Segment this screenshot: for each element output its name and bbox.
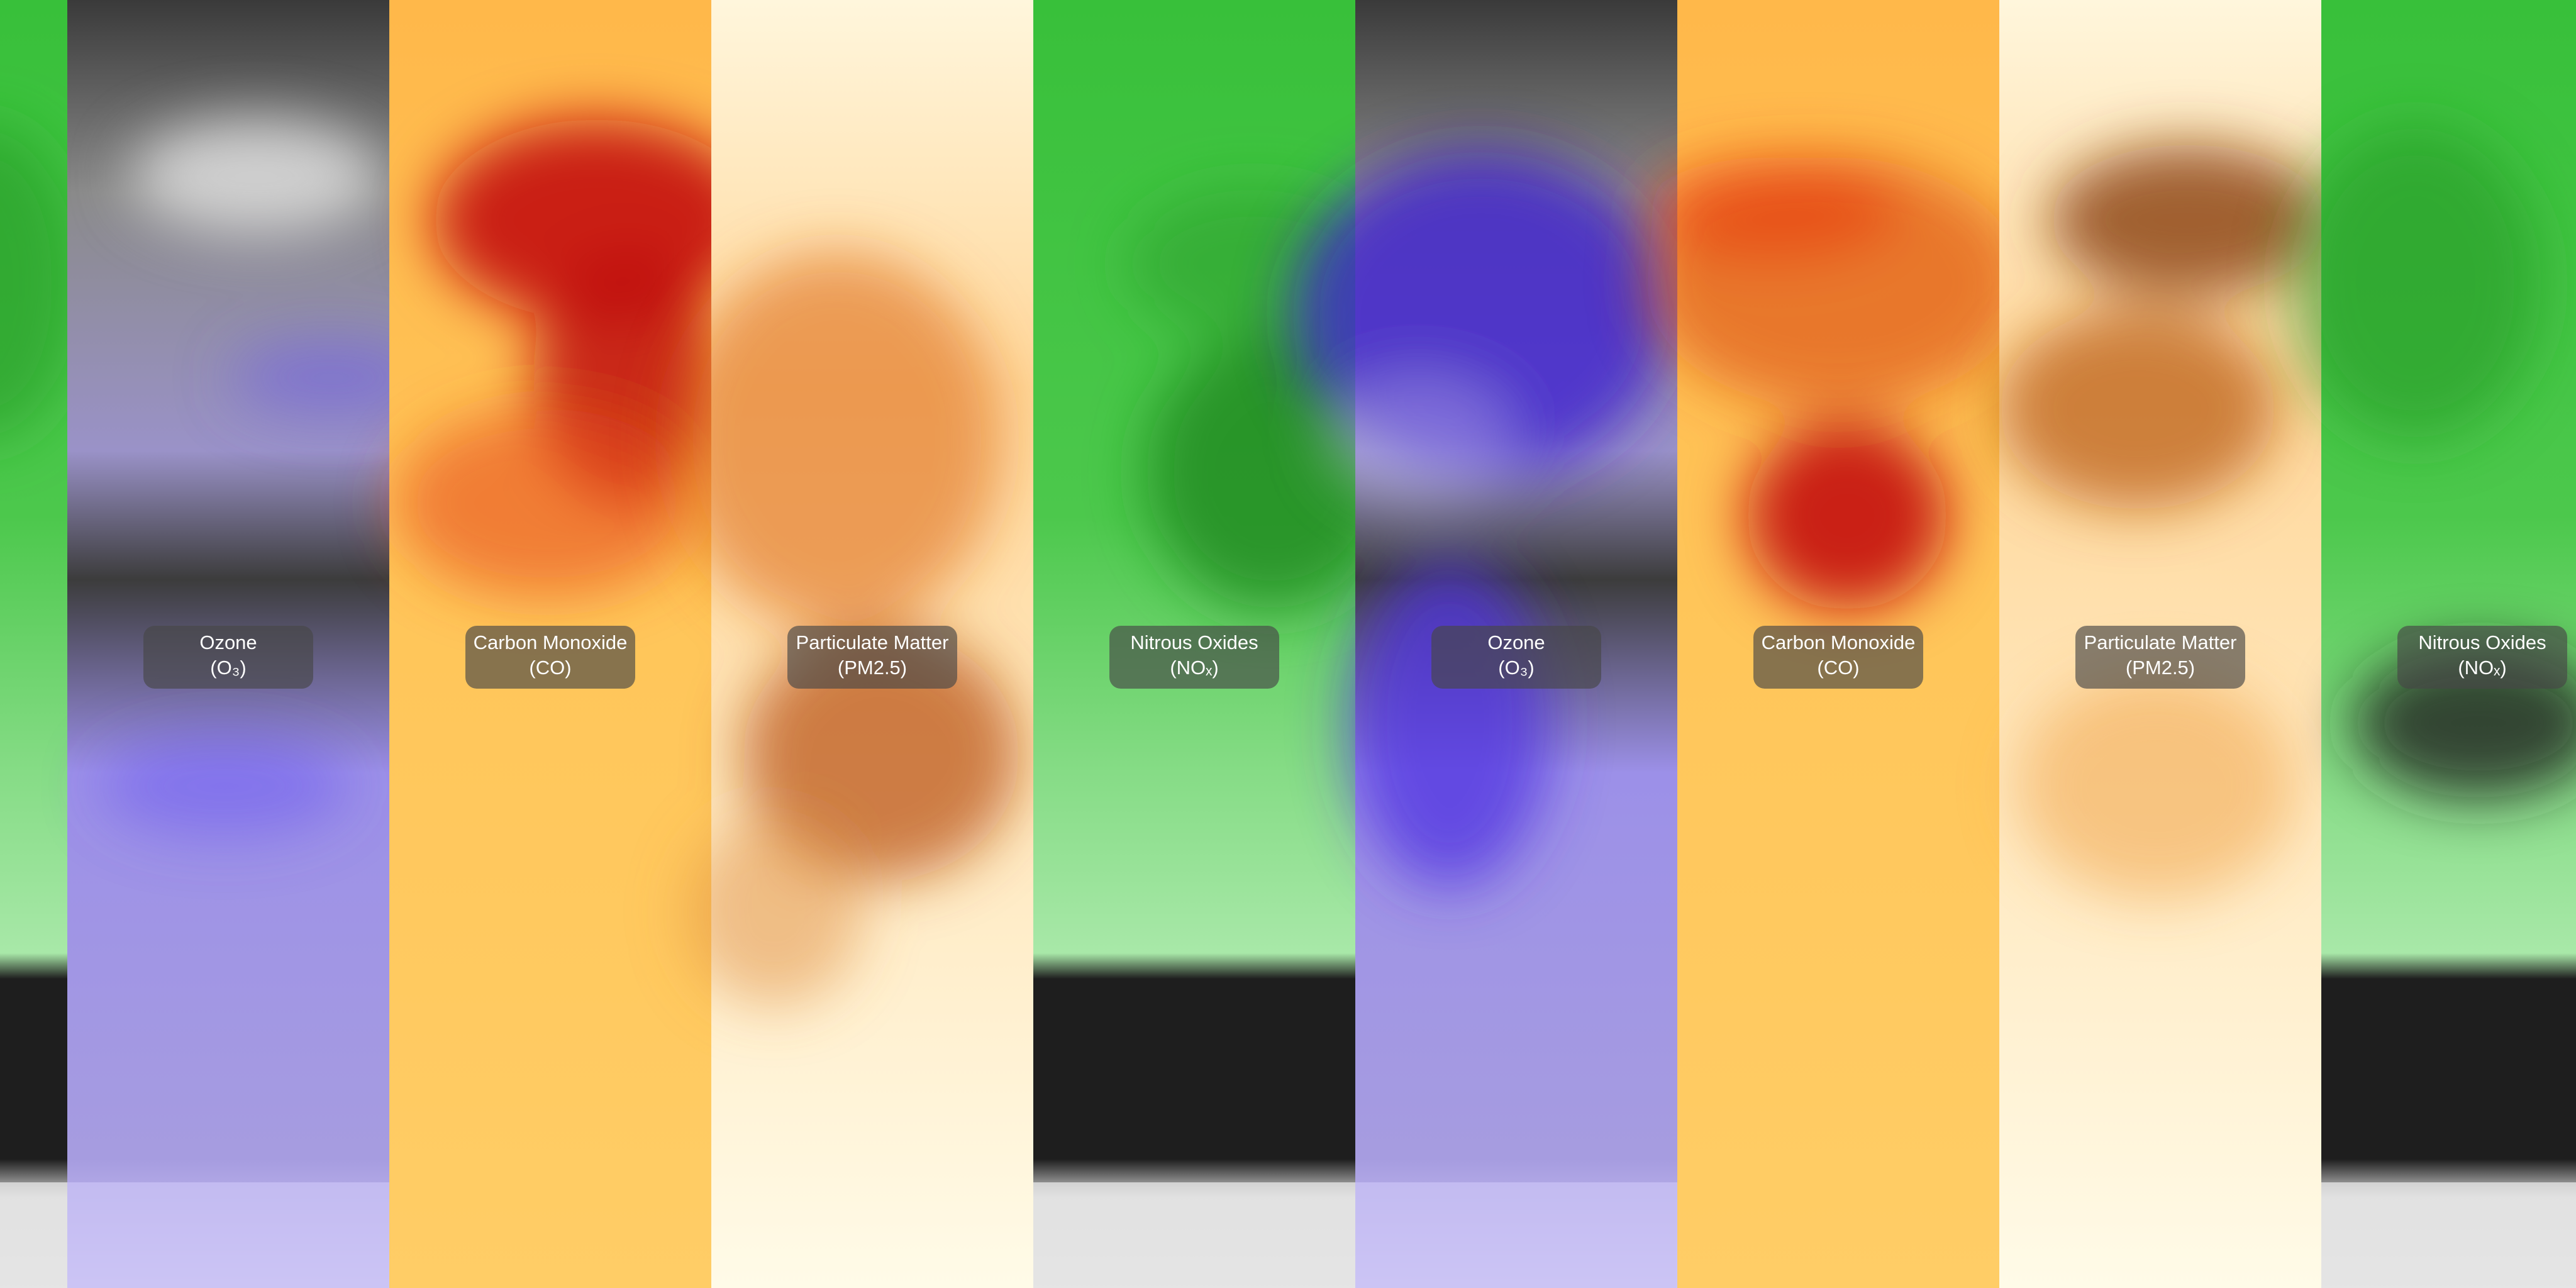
pollutant-label: Carbon Monoxide (CO) [1753,626,1923,689]
label-name: Ozone [199,631,257,653]
label-formula: (NOₓ) [1170,657,1218,679]
label-formula: (CO) [529,657,571,679]
pollution-patch [2018,673,2295,899]
pollution-patch [396,409,697,597]
label-name: Ozone [1487,631,1545,653]
pollutant-label: Ozone (O₃) [1431,626,1601,689]
antarctica [0,1182,67,1288]
pollution-patch [1746,421,1948,610]
antarctica [67,1182,389,1288]
label-name: Particulate Matter [2084,631,2237,653]
label-formula: (O₃) [1498,657,1534,679]
strip-patterns [1999,145,2326,899]
pollutant-label: Particulate Matter (PM2.5) [787,626,957,689]
label-box [465,626,635,689]
label-name: Nitrous Oxides [2418,631,2546,653]
strip-patterns [1646,157,2023,610]
strip-nox [0,0,79,1288]
label-formula: (CO) [1817,657,1859,679]
labels: Ozone (O₃) Carbon Monoxide (CO) Particulate … [143,626,2567,689]
antarctica [1355,1182,1677,1288]
label-box [1431,626,1601,689]
pollutant-label: Nitrous Oxides (NOₓ) [1109,626,1279,689]
label-name: Particulate Matter [796,631,949,653]
label-formula: (NOₓ) [2458,657,2506,679]
label-formula: (PM2.5) [2126,657,2195,679]
pollutant-label: Ozone (O₃) [143,626,313,689]
strip-patterns [99,119,432,836]
label-name: Carbon Monoxide [1762,631,1916,653]
pollution-patch [2050,145,2326,296]
pollution-patch [1999,308,2276,509]
pollution-patch [2290,126,2541,440]
pollution-patch [0,128,79,438]
pollution-patch [743,629,1019,880]
pollutant-label: Nitrous Oxides (NOₓ) [2397,626,2567,689]
label-box [1109,626,1279,689]
label-name: Carbon Monoxide [474,631,628,653]
label-box [2397,626,2567,689]
label-formula: (O₃) [210,657,246,679]
antarctica [1033,1182,1355,1288]
pollution-patch [674,252,1001,629]
label-box [1753,626,1923,689]
pollution-patch [1646,157,1897,258]
antarctica [2321,1182,2576,1288]
label-box [143,626,313,689]
strip-patterns [674,252,1019,1006]
pollution-patch [1324,377,1513,503]
pollution-patch [433,119,760,321]
pollution-patch [686,818,862,1006]
pollution-patch [1349,560,1550,887]
strip-ozone [67,0,432,1288]
label-name: Nitrous Oxides [1130,631,1258,653]
pollution-patch [231,340,432,415]
pollution-patch [99,736,350,836]
label-box [787,626,957,689]
pollution-patch [130,119,382,233]
pollutant-label: Particulate Matter (PM2.5) [2075,626,2245,689]
label-box [2075,626,2245,689]
strip-patterns [0,128,79,438]
pollutant-label: Carbon Monoxide (CO) [465,626,635,689]
label-formula: (PM2.5) [838,657,907,679]
